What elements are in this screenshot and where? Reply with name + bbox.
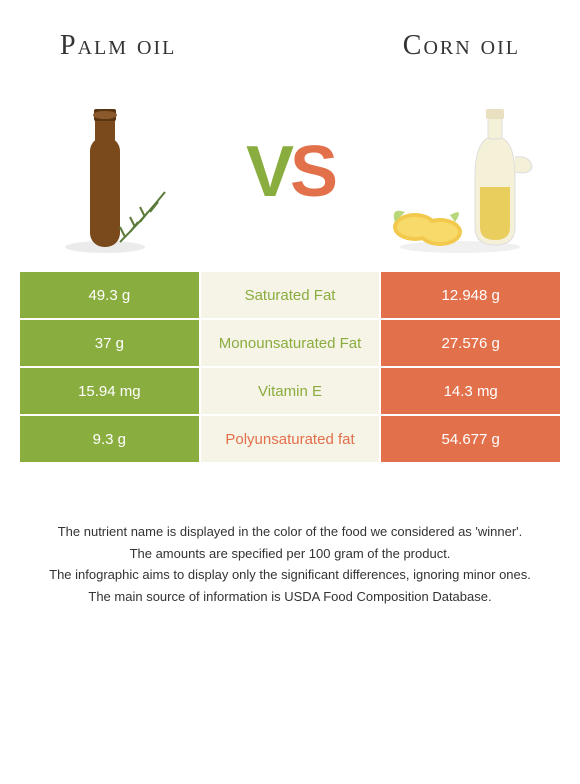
left-title: Palm oil (60, 30, 176, 62)
footer-line: The main source of information is USDA F… (36, 587, 544, 607)
right-value: 14.3 mg (381, 368, 560, 414)
right-product-image (370, 82, 550, 262)
left-product-image (30, 82, 210, 262)
right-value: 27.576 g (381, 320, 560, 366)
footer-line: The infographic aims to display only the… (36, 565, 544, 585)
images-row: VS (0, 72, 580, 272)
table-row: 49.3 g Saturated Fat 12.948 g (20, 272, 560, 318)
vs-s: S (290, 132, 334, 212)
right-value: 12.948 g (381, 272, 560, 318)
footer-line: The amounts are specified per 100 gram o… (36, 544, 544, 564)
nutrient-label: Monounsaturated Fat (201, 320, 380, 366)
nutrient-label: Vitamin E (201, 368, 380, 414)
vs-v: V (246, 132, 290, 212)
table-row: 9.3 g Polyunsaturated fat 54.677 g (20, 416, 560, 462)
vs-label: VS (246, 131, 334, 213)
left-value: 49.3 g (20, 272, 199, 318)
table-row: 15.94 mg Vitamin E 14.3 mg (20, 368, 560, 414)
right-title: Corn oil (403, 30, 520, 62)
right-value: 54.677 g (381, 416, 560, 462)
comparison-table: 49.3 g Saturated Fat 12.948 g 37 g Monou… (0, 272, 580, 462)
footer-line: The nutrient name is displayed in the co… (36, 522, 544, 542)
left-value: 15.94 mg (20, 368, 199, 414)
left-value: 9.3 g (20, 416, 199, 462)
footer-notes: The nutrient name is displayed in the co… (0, 462, 580, 606)
nutrient-label: Polyunsaturated fat (201, 416, 380, 462)
nutrient-label: Saturated Fat (201, 272, 380, 318)
header: Palm oil Corn oil (0, 0, 580, 72)
left-value: 37 g (20, 320, 199, 366)
table-row: 37 g Monounsaturated Fat 27.576 g (20, 320, 560, 366)
